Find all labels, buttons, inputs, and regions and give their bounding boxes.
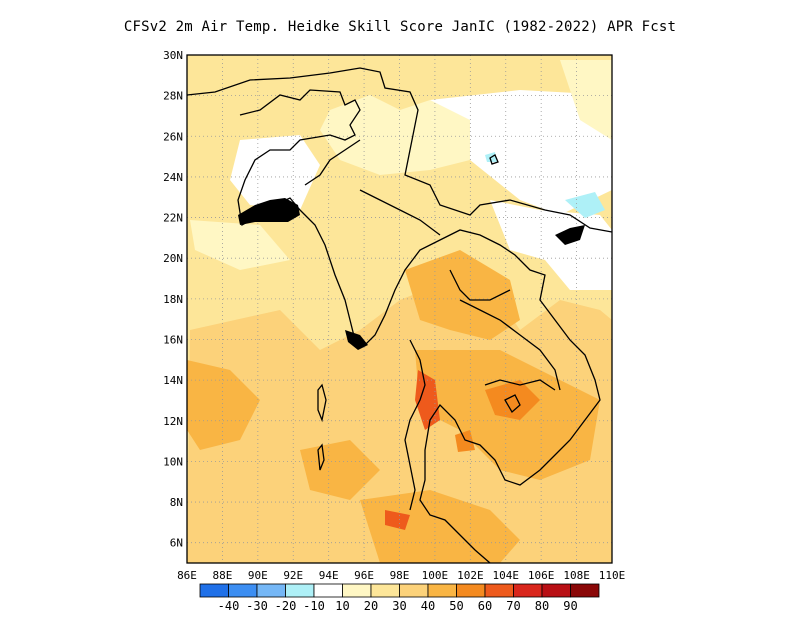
lon-tick-label: 86E (177, 569, 197, 582)
colorbar-label: 10 (335, 599, 349, 613)
colorbar-box (199, 583, 229, 598)
lat-tick-label: 22N (163, 212, 183, 225)
lat-tick-label: 28N (163, 90, 183, 103)
lon-tick-label: 110E (599, 569, 626, 582)
lon-tick-label: 104E (493, 569, 520, 582)
lon-tick-label: 92E (283, 569, 303, 582)
lon-tick-label: 90E (248, 569, 268, 582)
lat-tick-label: 6N (170, 537, 183, 550)
colorbar-label: 70 (506, 599, 520, 613)
shade-10-ne (560, 60, 612, 140)
colorbar-label: 60 (478, 599, 492, 613)
colorbar-boxes (199, 583, 600, 598)
plot-frame (186, 54, 613, 564)
colorbar-box (399, 583, 429, 598)
lat-tick-label: 18N (163, 293, 183, 306)
lat-tick-label: 14N (163, 374, 183, 387)
shade-white-bangladesh (230, 135, 320, 210)
colorbar-box (484, 583, 514, 598)
lon-tick-label: 102E (457, 569, 484, 582)
colorbar-label: 40 (421, 599, 435, 613)
colorbar-box (256, 583, 286, 598)
longitude-ticks: 86E 88E 90E 92E 94E 96E 98E 100E 102E 104E 106E 108… (177, 569, 625, 582)
lon-tick-label: 106E (528, 569, 555, 582)
colorbar-label: 80 (535, 599, 549, 613)
colorbar-box (427, 583, 457, 598)
colorbar-box (342, 583, 372, 598)
lon-tick-label: 98E (390, 569, 410, 582)
colorbar-label: 20 (364, 599, 378, 613)
lat-tick-label: 30N (163, 49, 183, 62)
colorbar-box (456, 583, 486, 598)
delta-coast (238, 198, 585, 350)
shade-10-bay (190, 220, 290, 270)
shade-neg10-east (565, 192, 605, 218)
shade-40-sea (360, 490, 520, 563)
colorbar-label: 90 (563, 599, 577, 613)
lon-tick-label: 108E (563, 569, 590, 582)
colorbar-box (285, 583, 315, 598)
shade-10-north (320, 95, 470, 175)
lat-tick-label: 26N (163, 130, 183, 143)
gridlines (186, 54, 613, 563)
lon-tick-label: 100E (422, 569, 449, 582)
colorbar-label: 30 (392, 599, 406, 613)
colorbar-label: -40 (218, 599, 240, 613)
lat-tick-label: 8N (170, 496, 183, 509)
colorbar-labels: -40 -30 -20 -10 10 20 30 40 50 60 70 80 90 (218, 599, 578, 613)
shade-40-thailand-north (405, 250, 520, 340)
lon-tick-label: 94E (319, 569, 339, 582)
coastlines (187, 67, 612, 563)
shade-50-cambodia (485, 380, 540, 420)
colorbar-label: -20 (275, 599, 297, 613)
lon-tick-label: 88E (212, 569, 232, 582)
colorbar-label: 50 (449, 599, 463, 613)
shade-40-andaman (300, 440, 380, 500)
colorbar-box (570, 583, 600, 598)
colorbar-label: -10 (303, 599, 325, 613)
lat-tick-label: 16N (163, 333, 183, 346)
latitude-ticks: 6N 8N 10N 12N 14N 16N 18N 20N 22N 24N 26N 28N 30N (163, 49, 183, 550)
lat-tick-label: 24N (163, 171, 183, 184)
shade-40-bay-west (187, 360, 260, 450)
colorbar-box (513, 583, 543, 598)
lat-tick-label: 12N (163, 415, 183, 428)
shaded-field (187, 55, 612, 563)
colorbar-box (313, 583, 343, 598)
colorbar-box (370, 583, 400, 598)
lat-tick-label: 20N (163, 252, 183, 265)
shade-60-south (385, 510, 410, 530)
chart-title: CFSv2 2m Air Temp. Heidke Skill Score Ja… (123, 19, 677, 35)
shade-30-south (187, 280, 612, 563)
lon-tick-label: 96E (354, 569, 374, 582)
colorbar-label: -30 (246, 599, 268, 613)
shade-white-east (430, 90, 612, 215)
colorbar-box (541, 583, 571, 598)
colorbar-box (228, 583, 258, 598)
lat-tick-label: 10N (163, 455, 183, 468)
